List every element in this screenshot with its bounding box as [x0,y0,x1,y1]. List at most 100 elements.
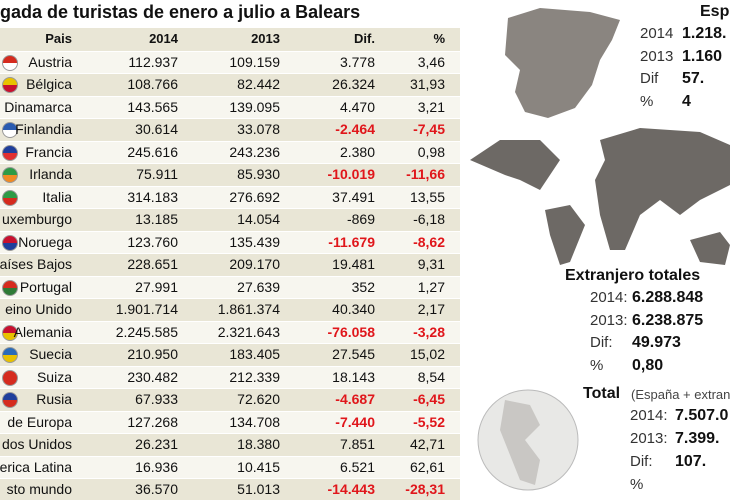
country: eino Unido [5,301,72,317]
cell: 1.901.714 [115,301,178,317]
flag [2,347,18,363]
title: gada de turistas de enero a julio a Bale… [0,2,361,22]
cell: 230.482 [127,368,178,385]
table-row [0,478,460,500]
cell: 4.470 [339,98,375,115]
flag [2,167,18,183]
country: Noruega [18,233,72,250]
cell: -10.019 [327,166,375,182]
cell: 123.760 [127,233,178,250]
cell: 72.620 [237,391,280,407]
cell: -7,45 [413,121,445,137]
summary-title: Esp [700,3,730,20]
table-row [0,95,460,119]
table-row [0,185,460,209]
flag [2,234,18,251]
cell: 40.340 [332,301,375,317]
cell: -11.679 [328,233,375,250]
cell: 209.170 [229,256,280,272]
cell: 85.930 [237,166,280,182]
flag [2,54,18,71]
country: Suiza [36,368,72,385]
cell: 30.614 [135,121,178,137]
cell: 134.708 [229,413,280,430]
cell: 2.380 [339,143,375,160]
summary-label: Dif: [630,453,653,470]
summary-value: 6.238.875 [632,311,704,329]
summary-value: 7.507.0 [675,407,729,424]
cell: 3.778 [339,53,375,70]
summary-value: 107. [675,453,707,470]
flag [2,189,18,206]
cell: -11,66 [406,166,445,182]
country: uxemburgo [1,211,72,227]
cell: -7.440 [335,413,375,430]
cell: -5,52 [413,413,445,430]
cell: 2,17 [417,301,445,317]
table-row [0,433,460,457]
summary-value: 1.160 [682,47,723,65]
summary-value: 57. [682,70,705,87]
summary-value: 0,80 [632,356,664,374]
cell: 228.651 [127,256,178,272]
cell: 1.861.374 [217,301,280,317]
flag [2,324,18,341]
cell: 210.950 [127,346,178,362]
summary-value: 7.399. [675,430,720,447]
cell: 314.183 [127,188,178,205]
cell: -2.464 [335,121,375,137]
cell: 42,71 [409,436,445,452]
column-header: % [433,31,445,46]
cell: 33.078 [237,121,280,137]
cell: 139.095 [229,98,280,115]
summary-label: % [630,476,644,493]
cell: -28,31 [405,481,445,497]
spain-map [505,8,620,118]
table-row [0,73,460,97]
cell: 15,02 [409,346,445,362]
cell: -6,45 [413,391,445,407]
cell: 0,98 [417,143,445,160]
cell: 109.159 [229,53,280,70]
cell: -6,18 [413,211,445,227]
country: de Europa [7,413,72,430]
cell: 31,93 [409,76,445,92]
summary-value: 4 [682,92,691,110]
country: erica Latina [0,458,72,475]
cell: 27.545 [332,346,375,362]
country: Irlanda [29,166,72,182]
table-row [0,208,460,232]
cell: 127.268 [127,413,178,430]
summary-label: Dif: [590,334,613,351]
cell: 13,55 [409,188,445,205]
cell: 243.236 [229,143,280,160]
summary-label: 2013 [640,47,674,65]
cell: 245.616 [127,143,178,160]
column-header: 2013 [251,31,280,46]
cell: 352 [351,278,375,295]
header-row [0,28,460,51]
summary-title: Extranjero totales [565,267,701,284]
country: Finlandia [15,121,72,137]
column-header: Pais [45,31,72,46]
table-row [0,298,460,322]
table-row [0,275,460,299]
country: Francia [25,143,72,160]
country: dos Unidos [1,436,72,452]
cell: 143.565 [127,98,178,115]
cell: 3,21 [417,98,445,115]
cell: 19.481 [332,256,375,272]
cell: 276.692 [229,188,280,205]
cell: -4.687 [335,391,375,407]
summary-title: Total [583,385,621,402]
cell: -8,62 [413,233,445,250]
cell: 135.439 [229,233,280,250]
cell: 16.936 [135,458,178,475]
cell: 7.851 [339,436,375,452]
flag [2,369,18,386]
table-row [0,140,460,164]
summary-value: 6.288.848 [632,289,704,306]
cell: 36.570 [135,481,178,497]
country: sto mundo [6,481,72,497]
